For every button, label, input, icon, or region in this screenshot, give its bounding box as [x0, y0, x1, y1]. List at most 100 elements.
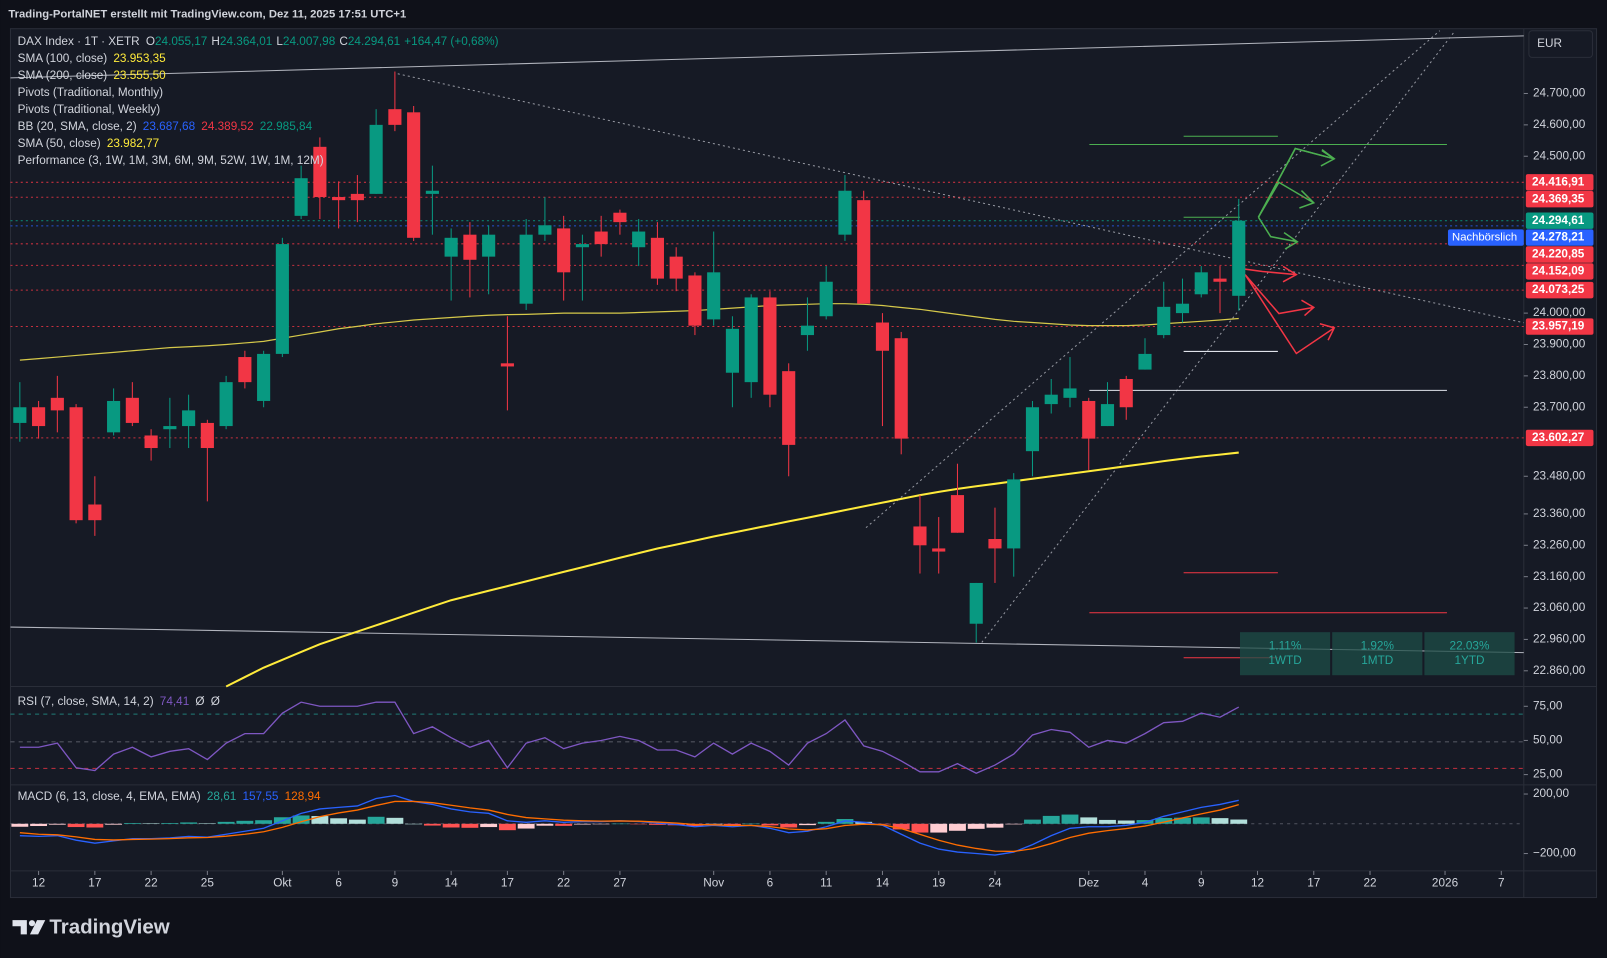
- candle-body: [1119, 379, 1133, 408]
- candle-body: [500, 363, 514, 367]
- chart-frame: [9, 28, 1598, 899]
- performance-value: 22.03%: [1450, 640, 1490, 653]
- histogram-bar: [592, 823, 610, 825]
- candle-body: [575, 244, 589, 248]
- candle-body: [557, 228, 571, 273]
- rsi-line: [19, 701, 1240, 775]
- candle-body: [782, 371, 796, 445]
- performance-box: [1332, 632, 1423, 676]
- histogram-bar: [1192, 817, 1210, 824]
- candle-body: [294, 178, 308, 216]
- x-tick-label: 27: [613, 876, 626, 889]
- histogram-bar: [1005, 823, 1023, 825]
- pane-value: 28,61: [207, 790, 236, 803]
- candle-body: [1232, 220, 1246, 296]
- y-tick-label: 75,00: [1533, 699, 1563, 712]
- legend-value: 24.389,52: [201, 120, 253, 133]
- legend-value: 22.985,84: [260, 120, 313, 133]
- histogram-bar: [292, 815, 310, 824]
- trend-line: [865, 30, 1441, 529]
- candle-body: [369, 124, 383, 194]
- histogram-bar: [330, 818, 348, 824]
- histogram-bar: [573, 823, 591, 825]
- arrow: [1257, 147, 1336, 250]
- histogram-bar: [30, 823, 48, 827]
- histogram-bar: [217, 821, 235, 824]
- candle-body: [1157, 306, 1171, 336]
- price-label: 23.957,19: [1532, 320, 1585, 333]
- candle-body: [538, 225, 552, 235]
- price-label: 23.602,27: [1532, 431, 1585, 444]
- y-tick-label: 200,00: [1533, 787, 1569, 800]
- y-tick-label: 23.260,00: [1533, 538, 1586, 551]
- histogram-bar: [1230, 819, 1248, 824]
- y-tick-label: 22.860,00: [1533, 664, 1586, 677]
- performance-value: 1.11%: [1269, 640, 1302, 653]
- x-tick-label: 22: [1363, 876, 1376, 889]
- pane-value: 74,41: [160, 695, 189, 708]
- candle-body: [444, 237, 458, 257]
- x-tick-label: 9: [392, 876, 399, 889]
- candle-body: [257, 353, 271, 401]
- change: +164,47 (+0,68%): [404, 35, 498, 48]
- price-label-box: [1525, 229, 1594, 246]
- candle-body: [163, 426, 177, 430]
- candle-body: [425, 190, 439, 194]
- histogram-bar: [555, 823, 573, 826]
- session-tag-box: [1447, 229, 1524, 246]
- x-tick-label: 12: [1251, 876, 1264, 889]
- performance-period: 1YTD: [1454, 654, 1484, 667]
- trend-line: [10, 35, 1524, 79]
- candle-body: [875, 322, 890, 351]
- price-label-box: [1525, 263, 1594, 280]
- histogram-bar: [742, 823, 760, 825]
- performance-period: 1WTD: [1268, 654, 1301, 667]
- candle-body: [1063, 388, 1077, 398]
- histogram-bar: [1211, 818, 1229, 824]
- candle-body: [857, 200, 871, 304]
- candle-body: [969, 582, 983, 624]
- x-tick-label: 11: [820, 876, 832, 889]
- histogram-bar: [105, 823, 123, 825]
- histogram-bar: [911, 823, 929, 833]
- price-label-box: [1525, 246, 1594, 263]
- legend-name: SMA (50, close): [18, 137, 101, 150]
- x-tick-label: 6: [335, 876, 342, 889]
- candle-body: [50, 397, 64, 411]
- y-tick-label: 23.480,00: [1533, 469, 1586, 482]
- y-tick-label: 23.060,00: [1533, 601, 1586, 614]
- price-label: 24.416,91: [1532, 175, 1585, 188]
- x-tick-label: 6: [767, 876, 774, 889]
- legend-name: Pivots (Traditional, Weekly): [18, 103, 161, 116]
- currency[interactable]: EUR: [1537, 37, 1562, 50]
- x-tick-label: 17: [501, 876, 514, 889]
- x-tick-label: 7: [1498, 876, 1505, 889]
- macd-line: [19, 800, 1239, 853]
- candle-body: [32, 407, 46, 427]
- y-tick-label: 24.500,00: [1533, 149, 1586, 162]
- price-label-box: [1525, 191, 1594, 208]
- histogram-bar: [348, 819, 366, 824]
- price-label-box: [1525, 174, 1594, 191]
- candle-body: [707, 272, 721, 320]
- ohlc-value: 24.055,17: [155, 35, 207, 48]
- candle-body: [688, 275, 702, 326]
- price-label: 24.369,35: [1532, 192, 1585, 205]
- histogram-bar: [498, 823, 516, 831]
- histogram-bar: [198, 823, 216, 824]
- candle-body: [838, 190, 852, 235]
- legend-name: SMA (100, close): [18, 52, 108, 65]
- histogram-bar: [705, 823, 723, 825]
- x-tick-label: 22: [557, 876, 570, 889]
- candle-body: [1194, 272, 1208, 295]
- price-label: 24.278,21: [1532, 231, 1585, 244]
- legend-name: BB (20, SMA, close, 2): [18, 120, 137, 133]
- candle-body: [463, 234, 477, 260]
- currency-button[interactable]: [1528, 30, 1593, 58]
- candle-body: [275, 244, 289, 354]
- x-tick-label: 4: [1142, 876, 1149, 889]
- x-tick-label: 25: [201, 876, 215, 889]
- legend-value: 23.687,68: [143, 120, 196, 133]
